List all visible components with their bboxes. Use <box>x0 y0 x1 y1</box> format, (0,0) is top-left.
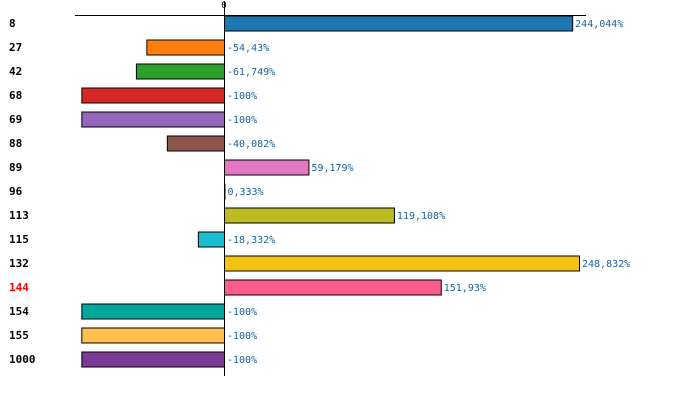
category-label: 68 <box>9 89 22 102</box>
value-label: -100% <box>227 91 257 102</box>
category-label: 113 <box>9 209 29 222</box>
bar-88 <box>166 135 225 152</box>
category-label: 115 <box>9 233 29 246</box>
value-label: -100% <box>227 331 257 342</box>
category-label: 27 <box>9 41 22 54</box>
plot-area: 08244,044%27-54,43%42-61,749%68-100%69-1… <box>9 1 630 376</box>
category-label: 1000 <box>9 353 36 366</box>
value-label: -18,332% <box>227 235 275 246</box>
bar-89 <box>224 159 310 176</box>
value-label: -100% <box>227 307 257 318</box>
value-label: 151,93% <box>444 283 486 294</box>
bar-132 <box>224 255 580 272</box>
category-label: 132 <box>9 257 29 270</box>
bar-115 <box>197 231 226 248</box>
bar-144 <box>224 279 442 296</box>
category-label: 155 <box>9 329 29 342</box>
value-label: 59,179% <box>311 163 353 174</box>
category-label: 96 <box>9 185 23 198</box>
value-label: 244,044% <box>575 19 623 30</box>
category-label: 154 <box>9 305 29 318</box>
bar-113 <box>224 207 395 224</box>
bar-154 <box>81 303 225 320</box>
category-label: 42 <box>9 65 22 78</box>
category-label: 69 <box>9 113 22 126</box>
bar-69 <box>81 111 225 128</box>
value-label: 0,333% <box>227 187 263 198</box>
bar-1000 <box>81 351 225 368</box>
category-label: 8 <box>9 17 16 30</box>
value-label: -54,43% <box>227 43 269 54</box>
value-label: 119,108% <box>397 211 445 222</box>
bar-68 <box>81 87 225 104</box>
bar-42 <box>135 63 226 80</box>
bar-8 <box>224 15 574 32</box>
bar-27 <box>146 39 225 56</box>
category-label: 144 <box>9 281 29 294</box>
value-label: -61,749% <box>227 67 275 78</box>
value-label: -100% <box>227 355 257 366</box>
category-label: 88 <box>9 137 22 150</box>
category-label: 89 <box>9 161 22 174</box>
value-label: -40,082% <box>227 139 275 150</box>
value-label: 248,832% <box>582 259 630 270</box>
bar-155 <box>81 327 225 344</box>
value-label: -100% <box>227 115 257 126</box>
